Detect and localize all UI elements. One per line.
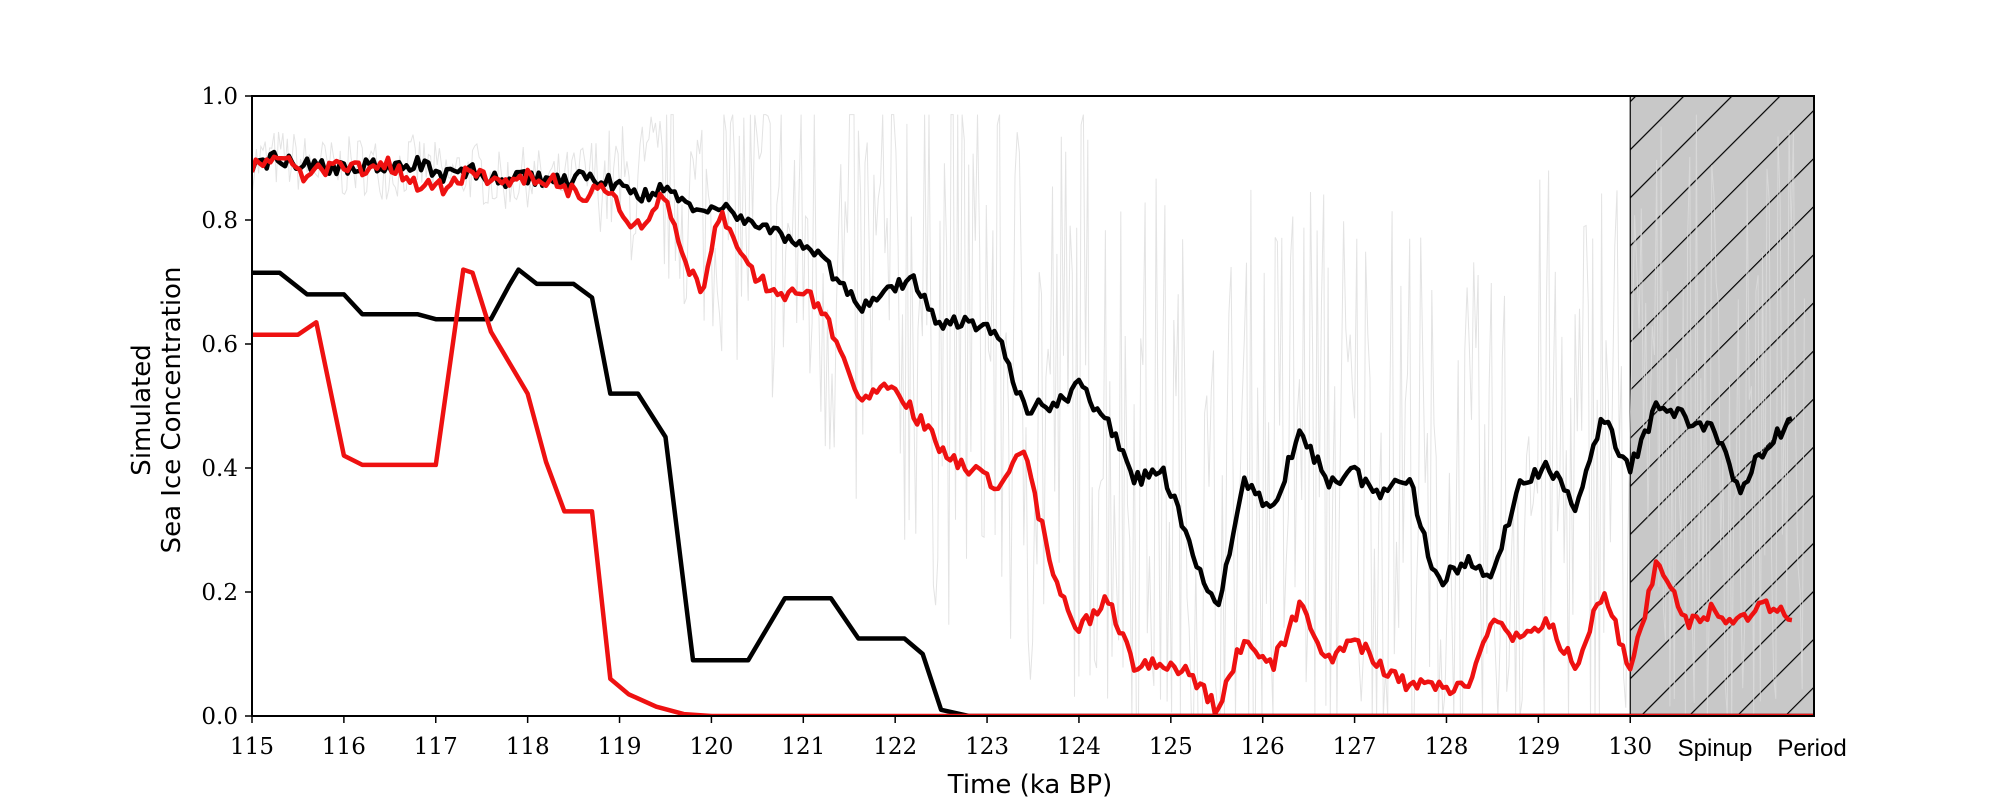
series-group [252, 149, 1814, 716]
x-tick-label: 125 [1149, 734, 1193, 760]
x-tick-label: 120 [689, 734, 733, 760]
x-tick-label: 121 [781, 734, 825, 760]
spinup-label: Spinup [1678, 735, 1753, 762]
x-tick-label: 116 [322, 734, 366, 760]
x-tick-label: 117 [414, 734, 458, 760]
series-line-black-step [252, 267, 1814, 716]
y-tick-label: 1.0 [201, 84, 238, 110]
x-tick-label: 127 [1333, 734, 1377, 760]
x-tick-label: 129 [1516, 734, 1560, 760]
x-tick-label: 130 [1608, 734, 1652, 760]
y-tick-label: 0.6 [201, 332, 238, 358]
x-tick-label: 124 [1057, 734, 1101, 760]
x-tick-label: 126 [1241, 734, 1285, 760]
series-line-black-smoothed [252, 149, 1793, 608]
x-tick-label: 119 [598, 734, 642, 760]
x-tick-label: 123 [965, 734, 1009, 760]
y-tick-label: 0.4 [201, 456, 238, 482]
x-axis-label: Time (ka BP) [947, 770, 1113, 800]
plot-frame [251, 95, 1815, 717]
x-tick-label: 118 [506, 734, 550, 760]
y-axis-label-line-2: Sea Ice Concentration [157, 267, 187, 554]
y-axis-ticks: 0.0 0.2 0.4 0.6 0.8 1.0 [201, 84, 252, 730]
noise-gray [252, 114, 1805, 716]
y-axis-label-line-1: Simulated [127, 344, 157, 475]
x-tick-label: 122 [873, 734, 917, 760]
series-line-red-smoothed [252, 154, 1793, 716]
series-line-red-step [252, 267, 1814, 716]
x-axis-ticks: 115 116 117 118 119 120 121 122 123 124 125 126 127 1… [230, 716, 1652, 760]
y-tick-label: 0.2 [201, 580, 238, 606]
noisy-raw-data [252, 114, 1805, 716]
x-tick-label: 115 [230, 734, 274, 760]
y-tick-label: 0.0 [201, 704, 238, 730]
x-tick-label: 128 [1425, 734, 1469, 760]
period-label: Period [1777, 735, 1846, 762]
y-tick-label: 0.8 [201, 208, 238, 234]
